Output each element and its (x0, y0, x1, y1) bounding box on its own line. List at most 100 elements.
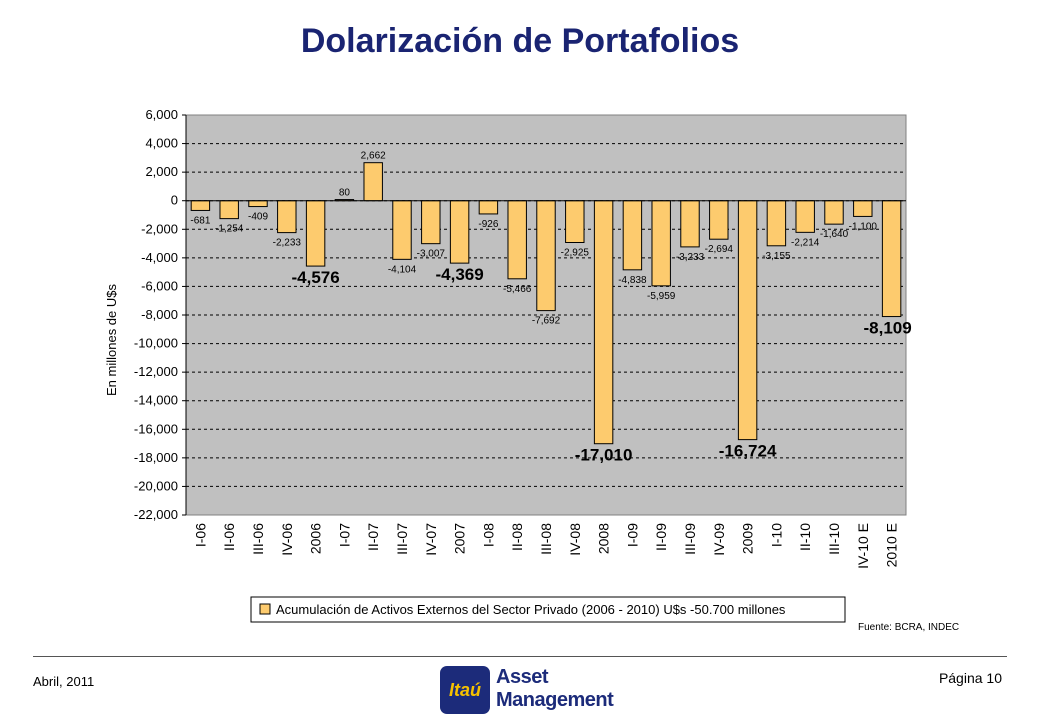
y-tick-label: -2,000 (141, 221, 178, 236)
data-label: -1,640 (820, 229, 849, 240)
x-tick-label: II-06 (221, 523, 237, 551)
y-tick-label: -22,000 (134, 507, 178, 522)
y-tick-label: -14,000 (134, 393, 178, 408)
bar (363, 162, 383, 202)
x-tick-label: IV-09 (711, 523, 727, 556)
logo-badge: Itaú (440, 666, 490, 714)
bar (507, 200, 527, 280)
data-label: -4,576 (291, 268, 339, 287)
x-tick-label: II-10 (797, 523, 813, 551)
y-tick-label: 0 (171, 193, 178, 208)
data-label: -3,233 (676, 252, 705, 263)
x-tick-label: II-07 (365, 523, 381, 551)
source-note: Fuente: BCRA, INDEC (858, 622, 960, 633)
data-label: -2,694 (705, 244, 734, 255)
bars (186, 162, 906, 445)
data-labels: -681-1,254-409-2,233-4,576802,662-4,104-… (190, 151, 911, 465)
x-tick-label: 2010 E (884, 523, 900, 567)
bar (421, 200, 441, 245)
bar (392, 200, 412, 260)
data-label: -4,369 (435, 265, 483, 284)
bar (248, 200, 268, 208)
legend: Acumulación de Activos Externos del Sect… (250, 596, 846, 623)
page-title: Dolarización de Portafolios (300, 22, 740, 60)
y-tick-label: 6,000 (145, 107, 178, 122)
bar (853, 200, 873, 217)
bar (449, 200, 470, 264)
bar (219, 200, 239, 220)
page-number: Página 10 (938, 670, 1002, 686)
y-tick-label: -10,000 (134, 336, 178, 351)
y-tick-label: -20,000 (134, 478, 178, 493)
data-label: -3,155 (762, 251, 791, 262)
x-tick-label: IV-06 (279, 523, 295, 556)
bar (593, 200, 614, 445)
bar (190, 200, 211, 211)
x-tick-label: IV-10 E (855, 523, 871, 569)
data-label: -17,010 (575, 446, 633, 465)
logo-badge-text: Itaú (448, 680, 481, 700)
bar (766, 200, 787, 247)
x-tick-label: 2009 (740, 523, 756, 554)
bar (824, 200, 844, 225)
data-label: 2,662 (361, 151, 386, 162)
bar (277, 200, 297, 234)
y-axis-label: En millones de U$s (104, 284, 119, 396)
logo-word-asset: Asset (496, 666, 548, 688)
data-label: -2,925 (561, 248, 590, 259)
x-tick-label: III-07 (394, 523, 410, 555)
bar (680, 200, 700, 248)
data-label: -7,692 (532, 316, 561, 327)
bar (478, 200, 499, 215)
bar (536, 200, 556, 312)
y-tick-label: -6,000 (141, 278, 178, 293)
x-tick-label: 2007 (452, 523, 468, 554)
x-tick-label: III-06 (250, 523, 266, 555)
legend-swatch (259, 603, 271, 615)
x-tick-label: 2006 (308, 523, 324, 554)
y-tick-label: -8,000 (141, 307, 178, 322)
y-tick-label: -12,000 (134, 364, 178, 379)
bar (881, 200, 902, 318)
data-label: -1,100 (849, 221, 878, 232)
bar (795, 200, 815, 233)
x-tick-label: III-08 (538, 523, 554, 555)
footer-date: Abril, 2011 (33, 674, 95, 689)
company-logo: Itaú Asset Management (440, 664, 614, 716)
data-label: -2,214 (791, 237, 820, 248)
y-tick-label: 2,000 (145, 164, 178, 179)
x-tick-label: IV-08 (567, 523, 583, 556)
data-label: 80 (339, 188, 351, 199)
x-tick-label: III-09 (682, 523, 698, 555)
bar (709, 200, 729, 240)
plot-area (185, 114, 907, 516)
bar (737, 200, 758, 441)
legend-label: Acumulación de Activos Externos del Sect… (276, 602, 786, 617)
data-label: -681 (190, 215, 210, 226)
x-tick-label: I-08 (480, 523, 496, 547)
data-label: -5,959 (647, 291, 676, 302)
x-tick-label: III-10 (826, 523, 842, 555)
x-tick-label: IV-07 (423, 523, 439, 556)
data-label: -4,104 (388, 264, 417, 275)
bar (305, 200, 326, 267)
bar (651, 200, 671, 287)
data-label: -16,724 (719, 442, 777, 461)
data-label: -4,838 (618, 275, 647, 286)
bar (565, 200, 585, 243)
bar (622, 200, 643, 271)
legend-box (250, 596, 846, 623)
logo-word-management: Management (496, 689, 614, 711)
data-label: -8,109 (863, 319, 911, 338)
data-label: -3,007 (417, 249, 446, 260)
data-label: -409 (248, 212, 268, 223)
y-axis: 6,000 4,000 2,000 0 -2,000 -4,000 -6,000 -8,000… (134, 107, 187, 522)
y-tick-label: -4,000 (141, 250, 178, 265)
x-tick-label: I-09 (624, 523, 640, 547)
y-tick-label: -18,000 (134, 450, 178, 465)
data-label: -926 (478, 219, 498, 230)
y-tick-label: 4,000 (145, 136, 178, 151)
x-axis: I-06 II-06 III-06 IV-06 2006 I-07 II-07 III-07 I… (192, 523, 899, 569)
data-label: -2,233 (273, 238, 302, 249)
footer-divider (33, 656, 1007, 657)
